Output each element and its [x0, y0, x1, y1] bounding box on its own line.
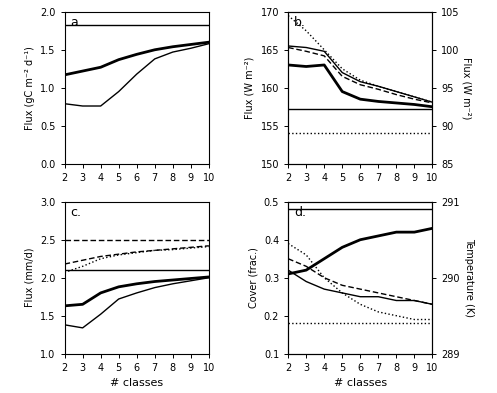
Text: c.: c.	[71, 206, 82, 219]
Y-axis label: Flux (mm/d): Flux (mm/d)	[24, 248, 34, 307]
X-axis label: # classes: # classes	[110, 378, 164, 388]
Y-axis label: Flux (gC m⁻² d⁻¹): Flux (gC m⁻² d⁻¹)	[25, 46, 35, 130]
Text: a.: a.	[71, 17, 82, 29]
X-axis label: # classes: # classes	[333, 378, 387, 388]
Y-axis label: Flux (W m⁻²): Flux (W m⁻²)	[245, 57, 255, 119]
Y-axis label: Temperature (K): Temperature (K)	[464, 238, 474, 317]
Text: b.: b.	[294, 17, 306, 29]
Y-axis label: Flux (W m⁻²): Flux (W m⁻²)	[461, 57, 471, 119]
Text: d.: d.	[294, 206, 306, 219]
Y-axis label: Cover (frac.): Cover (frac.)	[248, 247, 258, 308]
